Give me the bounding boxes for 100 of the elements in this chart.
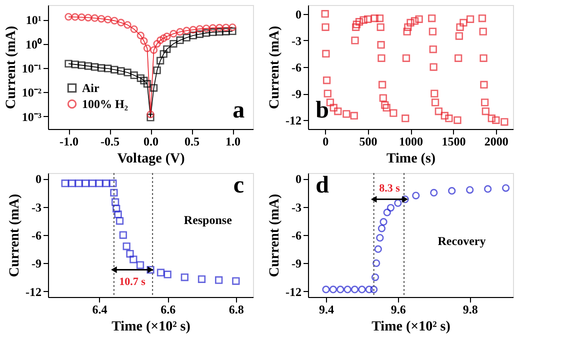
point <box>196 30 204 38</box>
point <box>322 23 330 31</box>
point <box>117 67 125 75</box>
point <box>74 180 83 188</box>
y-tick-label: -12 <box>286 284 302 299</box>
point <box>170 30 178 38</box>
annotation: d <box>316 172 330 198</box>
x-tick-label: 0.0 <box>144 134 158 148</box>
point <box>216 28 224 36</box>
x-tick-label: 9.4 <box>318 302 334 316</box>
point <box>153 40 161 48</box>
point <box>90 14 99 22</box>
point <box>365 286 373 294</box>
point <box>334 107 342 116</box>
point <box>376 23 384 31</box>
point <box>182 34 190 42</box>
point <box>481 98 489 106</box>
y-tick-label: 0 <box>296 172 302 186</box>
point <box>394 199 402 207</box>
y-tick-label: 0 <box>36 172 42 186</box>
point <box>376 234 384 242</box>
point <box>370 14 378 22</box>
x-axis-title: Time (×10² s) <box>372 320 451 334</box>
point <box>377 41 385 49</box>
point <box>130 256 138 264</box>
point <box>156 56 164 64</box>
point <box>146 114 154 122</box>
point <box>136 32 144 40</box>
point <box>153 66 161 74</box>
point <box>479 28 487 36</box>
point <box>160 50 168 58</box>
point <box>202 29 210 37</box>
point <box>454 54 462 62</box>
point <box>189 32 197 40</box>
annotation: Recovery <box>438 234 486 248</box>
y-tick-label: 10⁻² <box>22 86 42 100</box>
point <box>114 210 122 218</box>
y-tick-label: -9 <box>292 256 302 271</box>
y-axis-title: Current (mA) <box>4 26 19 110</box>
point <box>350 112 358 120</box>
point <box>402 54 410 62</box>
point <box>182 26 190 34</box>
y-tick-label: -9 <box>32 256 42 271</box>
annotation: Response <box>184 213 233 228</box>
point <box>110 16 118 24</box>
point <box>215 276 223 284</box>
point <box>456 23 464 31</box>
point <box>492 116 500 124</box>
x-tick-label: 6.8 <box>228 302 244 316</box>
point <box>196 25 204 33</box>
point <box>484 185 492 193</box>
point <box>480 54 488 62</box>
point <box>402 114 410 122</box>
point <box>90 63 99 71</box>
x-tick-label: 2000 <box>484 134 508 148</box>
point <box>189 26 197 34</box>
point <box>445 114 453 122</box>
x-tick-label: 0 <box>322 134 329 148</box>
point <box>372 259 380 267</box>
point <box>410 17 419 25</box>
y-axis-title: Current (mA) <box>268 194 283 278</box>
point <box>82 180 90 188</box>
point <box>386 204 395 212</box>
point <box>222 28 230 36</box>
point <box>454 116 462 124</box>
point <box>428 28 437 36</box>
point <box>376 14 384 22</box>
point <box>383 208 391 216</box>
point <box>344 286 352 294</box>
point <box>322 286 330 294</box>
y-tick-label: -6 <box>292 228 302 242</box>
point <box>378 224 386 232</box>
point <box>406 18 414 27</box>
point <box>324 90 332 98</box>
point <box>364 15 372 23</box>
point <box>110 188 118 197</box>
point <box>140 37 148 45</box>
point <box>431 98 440 106</box>
point <box>412 192 420 200</box>
point <box>352 20 360 28</box>
annotation: a <box>232 97 245 124</box>
point <box>330 104 338 112</box>
point <box>455 32 463 40</box>
point <box>124 21 132 29</box>
point <box>480 80 488 89</box>
x-tick-label: 6.6 <box>160 302 176 316</box>
x-tick-label: 1.0 <box>226 134 240 148</box>
point <box>71 60 79 68</box>
point <box>378 80 386 89</box>
point <box>97 64 106 72</box>
point <box>64 60 72 68</box>
point <box>160 34 168 42</box>
point <box>216 24 224 32</box>
point <box>102 180 110 188</box>
annotation: 8.3 s <box>379 182 401 194</box>
point <box>156 268 165 276</box>
point <box>176 36 184 44</box>
point <box>111 198 120 206</box>
y-tick-label: 10⁻¹ <box>22 61 42 76</box>
point <box>124 68 132 76</box>
